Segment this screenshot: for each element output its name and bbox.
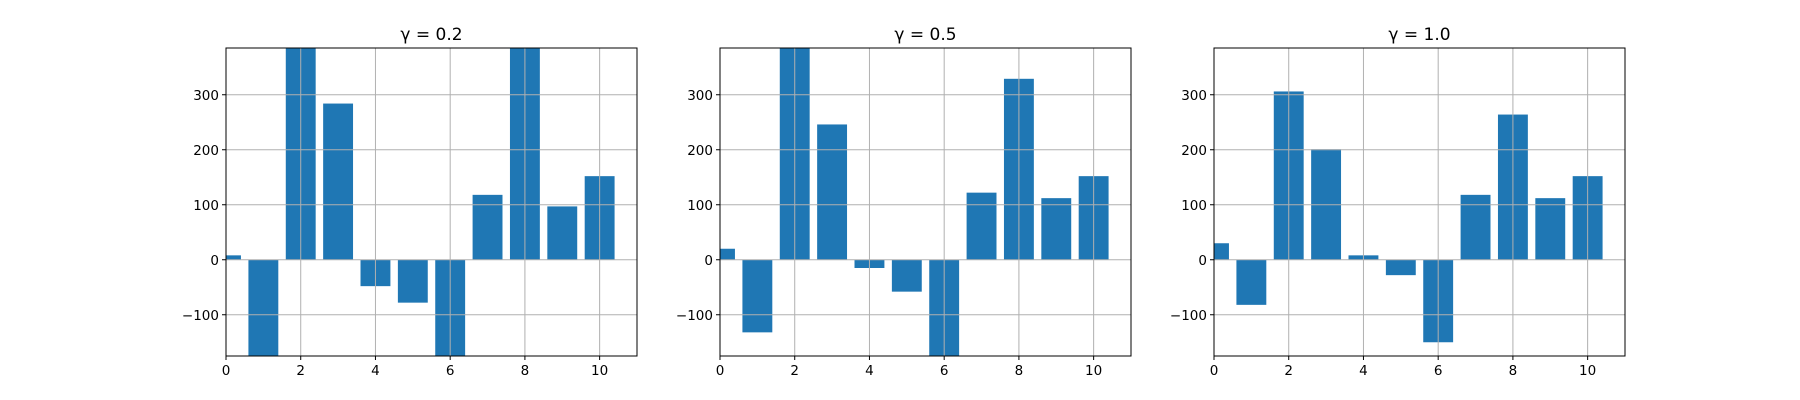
x-tick-label: 10: [1579, 363, 1596, 379]
y-tick-label: −100: [182, 308, 219, 324]
y-tick-label: 100: [1181, 198, 1207, 214]
bar: [1214, 243, 1229, 260]
subplot-3: 0 2 4 6 8 10 −100 0 100 200 300 γ = 1.0: [1170, 25, 1626, 379]
subplot-1: 0 2 4 6 8 10 −100 0 100 200 300 γ = 0.2: [182, 25, 638, 379]
bar: [323, 103, 354, 260]
bar: [1385, 259, 1416, 276]
y-tick-label: 200: [1181, 143, 1207, 159]
axes-frame: [1213, 47, 1626, 357]
y-tick-label: 200: [687, 143, 713, 159]
axes-frame: [225, 47, 638, 357]
y-tick-label: 0: [704, 253, 713, 269]
bar: [817, 124, 848, 260]
bar: [547, 206, 578, 260]
bar: [891, 259, 922, 292]
x-tick-label: 4: [371, 363, 380, 379]
bar: [472, 194, 503, 260]
x-tick-label: 2: [1284, 363, 1293, 379]
bars: [1214, 91, 1603, 343]
subplot-2: 0 2 4 6 8 10 −100 0 100 200 300 γ = 0.5: [676, 25, 1132, 379]
x-tick-label: 0: [222, 363, 231, 379]
y-tick-label: 300: [687, 88, 713, 104]
y-tick-label: 200: [193, 143, 219, 159]
subplot-title: γ = 1.0: [1388, 25, 1450, 45]
y-tick-label: 300: [1181, 88, 1207, 104]
x-tick-label: 4: [865, 363, 874, 379]
bar: [1041, 198, 1072, 260]
x-tick-label: 0: [1210, 363, 1219, 379]
x-tick-label: 6: [940, 363, 949, 379]
bar: [397, 259, 428, 303]
bar: [966, 192, 997, 260]
bar: [248, 259, 279, 356]
x-tick-label: 10: [1085, 363, 1102, 379]
bar: [720, 248, 735, 260]
bar: [1535, 198, 1566, 260]
y-tick-label: 100: [687, 198, 713, 214]
x-tick-label: 8: [521, 363, 530, 379]
grid: [719, 48, 1131, 356]
x-tick-label: 4: [1359, 363, 1368, 379]
subplot-title: γ = 0.2: [400, 25, 462, 45]
y-tick-label: −100: [1170, 308, 1207, 324]
y-tick-label: 0: [1198, 253, 1207, 269]
x-tick-label: 0: [716, 363, 725, 379]
x-tick-label: 6: [446, 363, 455, 379]
y-tick-label: 100: [193, 198, 219, 214]
bar: [1236, 259, 1267, 305]
grid: [1213, 48, 1625, 356]
x-tick-label: 8: [1509, 363, 1518, 379]
x-tick-label: 6: [1434, 363, 1443, 379]
axes-frame: [719, 47, 1132, 357]
x-tick-label: 2: [790, 363, 799, 379]
x-tick-label: 8: [1015, 363, 1024, 379]
subplot-title: γ = 0.5: [894, 25, 956, 45]
bar: [742, 259, 773, 333]
y-tick-label: 300: [193, 88, 219, 104]
x-tick-label: 10: [591, 363, 608, 379]
bar: [1460, 194, 1491, 260]
bar: [226, 255, 241, 260]
x-tick-label: 2: [296, 363, 305, 379]
y-tick-label: −100: [676, 308, 713, 324]
y-tick-label: 0: [210, 253, 219, 269]
